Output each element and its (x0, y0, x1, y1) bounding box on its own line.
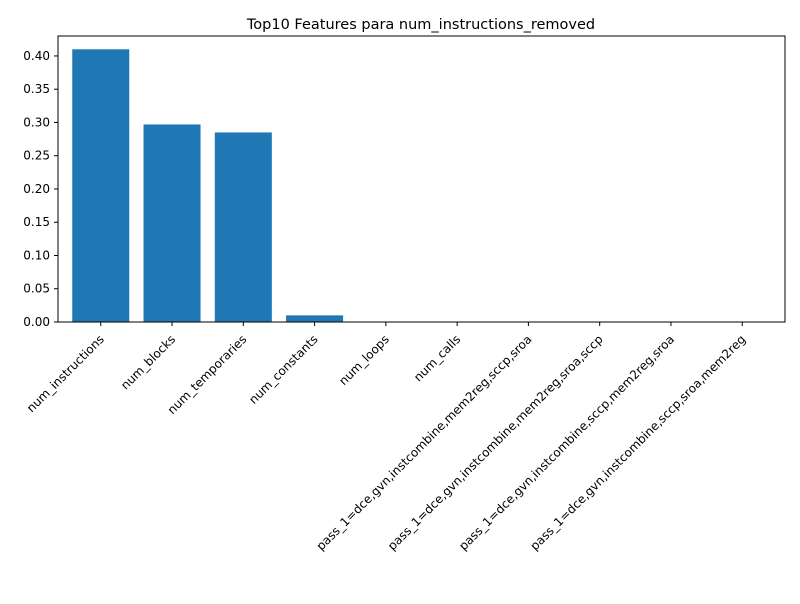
x-tick-label: num_temporaries (165, 332, 250, 417)
y-tick-label: 0.30 (23, 115, 50, 129)
plot-frame (57, 35, 786, 323)
x-tick-label: num_loops (336, 332, 392, 388)
x-tick-label: num_blocks (118, 332, 178, 392)
x-tick-label: num_calls (411, 332, 463, 384)
bar (214, 132, 272, 322)
y-tick-label: 0.25 (23, 149, 50, 163)
y-tick-label: 0.10 (23, 248, 50, 262)
chart-title: Top10 Features para num_instructions_rem… (246, 17, 595, 33)
y-tick-label: 0.05 (23, 282, 50, 296)
bar (72, 49, 130, 322)
y-tick-label: 0.20 (23, 182, 50, 196)
bar (286, 315, 344, 322)
x-tick-label: num_constants (246, 332, 320, 406)
bar (143, 124, 201, 322)
y-tick-label: 0.15 (23, 215, 50, 229)
y-tick-label: 0.00 (23, 315, 50, 329)
y-tick-label: 0.35 (23, 82, 50, 96)
x-tick-label: num_instructions (24, 332, 107, 415)
y-axis: 0.00 0.05 0.10 0.15 0.20 0.25 0.30 0.35 0.40 (23, 49, 58, 329)
bars (72, 49, 344, 322)
x-axis: num_instructions num_blocksnum_temporarie… (24, 322, 748, 553)
y-tick-label: 0.40 (23, 49, 50, 63)
